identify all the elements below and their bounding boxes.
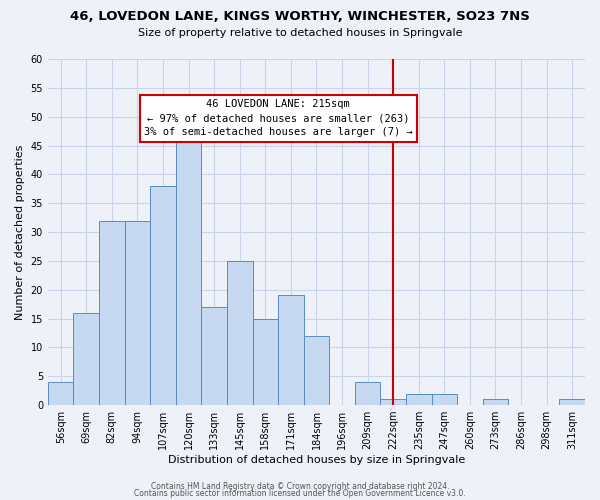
X-axis label: Distribution of detached houses by size in Springvale: Distribution of detached houses by size … [168, 455, 465, 465]
Bar [176, 122, 202, 405]
Bar [150, 186, 176, 405]
Bar [125, 220, 150, 405]
Bar [406, 394, 431, 405]
Text: Contains HM Land Registry data © Crown copyright and database right 2024.: Contains HM Land Registry data © Crown c… [151, 482, 449, 491]
Bar [48, 382, 73, 405]
Bar [559, 400, 585, 405]
Bar [431, 394, 457, 405]
Bar [482, 400, 508, 405]
Y-axis label: Number of detached properties: Number of detached properties [15, 144, 25, 320]
Bar [227, 261, 253, 405]
Text: 46 LOVEDON LANE: 215sqm
← 97% of detached houses are smaller (263)
3% of semi-de: 46 LOVEDON LANE: 215sqm ← 97% of detache… [144, 100, 412, 138]
Text: Size of property relative to detached houses in Springvale: Size of property relative to detached ho… [138, 28, 462, 38]
Text: 46, LOVEDON LANE, KINGS WORTHY, WINCHESTER, SO23 7NS: 46, LOVEDON LANE, KINGS WORTHY, WINCHEST… [70, 10, 530, 23]
Bar [380, 400, 406, 405]
Bar [73, 313, 99, 405]
Bar [355, 382, 380, 405]
Bar [202, 307, 227, 405]
Bar [304, 336, 329, 405]
Bar [99, 220, 125, 405]
Bar [253, 318, 278, 405]
Text: Contains public sector information licensed under the Open Government Licence v3: Contains public sector information licen… [134, 490, 466, 498]
Bar [278, 296, 304, 405]
